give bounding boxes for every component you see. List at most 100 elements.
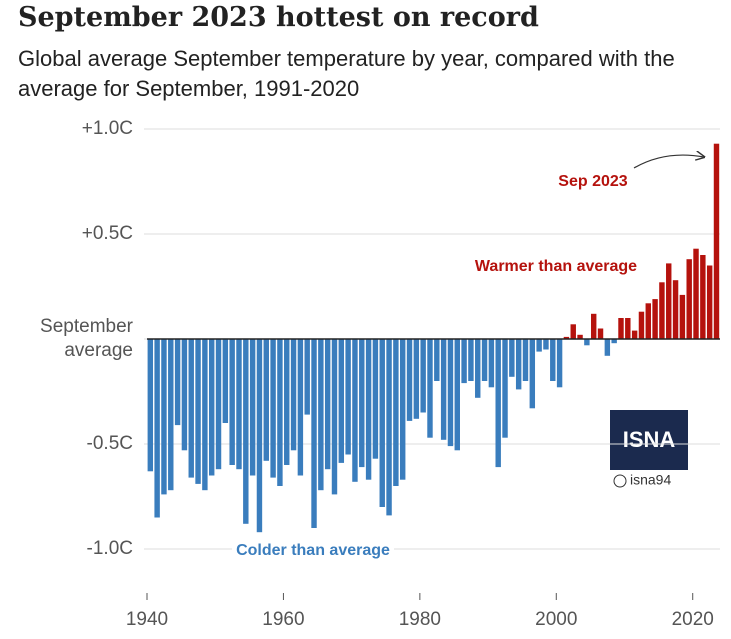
bar	[270, 339, 276, 478]
bar	[652, 299, 658, 339]
bar	[618, 318, 624, 339]
x-tick-label: 1980	[399, 609, 441, 630]
bar	[413, 339, 420, 419]
bar	[393, 339, 399, 486]
annotation: Colder than average	[236, 542, 390, 559]
bar	[645, 303, 651, 339]
y-tick-label: -0.5C	[86, 433, 133, 454]
bar	[434, 339, 440, 381]
bar	[386, 339, 392, 516]
bar	[522, 339, 529, 381]
bar	[195, 339, 201, 484]
annotation: Sep 2023	[558, 173, 627, 190]
bar	[202, 339, 208, 491]
logo-handle: isna94	[630, 472, 671, 488]
y-tick-label: September average	[40, 316, 133, 361]
bar	[147, 339, 154, 472]
bar	[495, 339, 501, 468]
bar	[174, 339, 181, 426]
bar	[543, 339, 549, 350]
bar	[188, 339, 194, 478]
y-tick-label: +0.5C	[81, 223, 133, 244]
bar	[502, 339, 508, 438]
bar	[556, 339, 563, 388]
bar	[625, 318, 631, 339]
bar	[509, 339, 515, 377]
bar	[379, 339, 385, 507]
bar	[461, 339, 467, 384]
x-tick-label: 1940	[126, 609, 168, 630]
logo-text: ISNA	[623, 427, 676, 452]
bar	[249, 339, 256, 476]
bar	[208, 339, 215, 476]
bar	[345, 339, 351, 455]
bar	[529, 339, 536, 409]
bar	[481, 339, 488, 381]
bar	[359, 339, 365, 468]
chart-title: September 2023 hottest on record	[18, 2, 539, 33]
bar	[536, 339, 542, 352]
bar	[324, 339, 331, 470]
bar	[311, 339, 317, 528]
bar	[679, 294, 686, 339]
bar	[256, 339, 263, 533]
bar	[488, 339, 495, 388]
bar	[372, 339, 379, 459]
bar	[706, 265, 713, 339]
chart-subtitle: Global average September temperature by …	[18, 46, 675, 101]
bar	[318, 339, 324, 491]
bar	[700, 255, 706, 339]
bar	[297, 339, 304, 476]
bar	[468, 339, 474, 381]
bar	[352, 339, 358, 482]
bar	[577, 334, 583, 339]
bar	[611, 339, 617, 344]
bar	[584, 339, 590, 346]
bar	[243, 339, 249, 524]
bar	[693, 248, 699, 339]
bar	[263, 339, 269, 461]
y-tick-label: +1.0C	[81, 118, 133, 139]
bar	[475, 339, 481, 398]
bar	[168, 339, 174, 491]
bar	[659, 282, 665, 339]
annotation-bg	[232, 542, 395, 560]
bar	[161, 339, 167, 495]
bar	[638, 311, 645, 339]
bar	[713, 143, 720, 339]
bar	[454, 339, 460, 451]
bar	[440, 339, 447, 440]
bar	[590, 313, 597, 339]
x-tick-label: 1960	[262, 609, 304, 630]
annotation-arrow	[633, 155, 704, 169]
bar	[236, 339, 242, 470]
x-tick-label: 2000	[535, 609, 577, 630]
bar	[672, 280, 679, 339]
x-tick-label: 2020	[672, 609, 714, 630]
y-tick-label: -1.0C	[86, 538, 133, 559]
logo-box	[610, 410, 688, 470]
annotation: Warmer than average	[475, 258, 637, 275]
bar	[181, 339, 188, 451]
bar	[515, 339, 522, 390]
bar	[290, 339, 297, 451]
bar	[222, 339, 229, 423]
bar	[304, 339, 310, 415]
bar	[215, 339, 222, 470]
bar	[597, 328, 604, 339]
bar	[570, 324, 576, 339]
bar	[427, 339, 433, 438]
bar	[399, 339, 406, 480]
bar	[604, 339, 611, 356]
bar	[447, 339, 454, 447]
logo-icon	[613, 474, 627, 488]
bar	[563, 336, 570, 339]
bar	[686, 259, 692, 339]
bar	[154, 339, 160, 518]
bar	[365, 339, 372, 480]
bar	[631, 330, 638, 339]
bar	[229, 339, 235, 465]
bar	[666, 263, 672, 339]
